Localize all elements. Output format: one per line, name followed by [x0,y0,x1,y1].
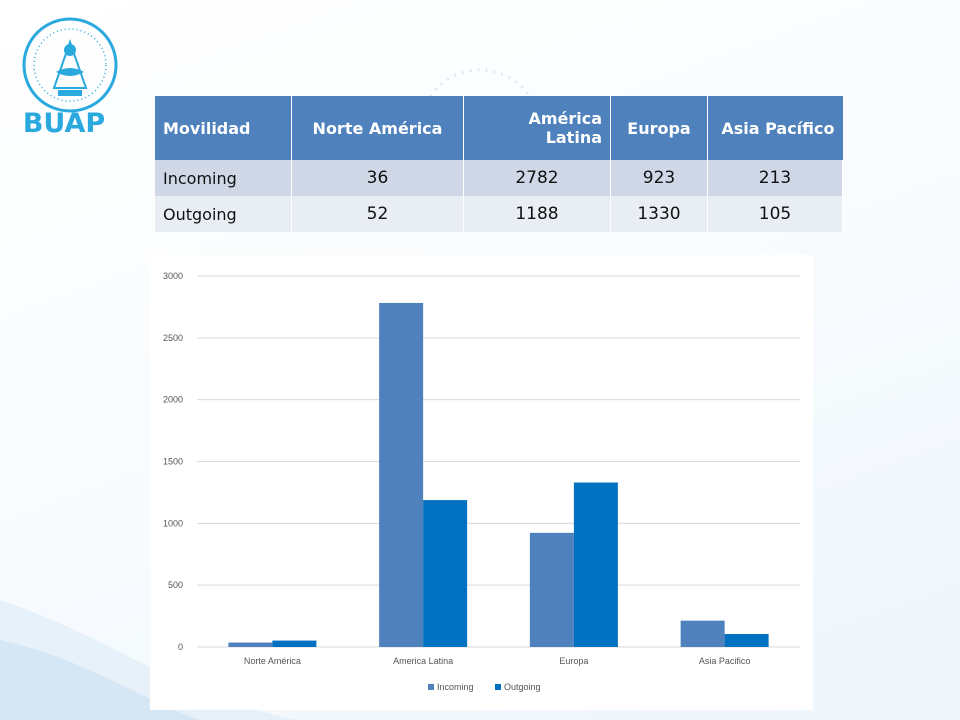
y-tick-label: 1000 [163,518,183,528]
y-tick-label: 2500 [163,333,183,343]
y-tick-label: 1500 [163,457,183,467]
bar-outgoing [724,634,769,647]
header-america-latina: América Latina [463,96,611,160]
header-movilidad: Movilidad [155,96,292,160]
table-cell: 213 [707,160,843,196]
y-tick-label: 3000 [163,271,183,281]
bar-incoming [379,302,424,647]
bar-incoming [529,532,574,647]
table-cell: 52 [291,196,464,232]
chart-svg: 0 500 1000 1500 2000 2500 3000 Norte América Ame… [163,271,800,692]
university-seal-icon [22,17,118,113]
table-cell: 105 [707,196,843,232]
brand-logo-text: BUAP [22,108,106,139]
y-tick-label: 500 [168,580,183,590]
table-cell: 2782 [463,160,611,196]
row-label: Outgoing [155,196,292,232]
y-tick-label: 2000 [163,395,183,405]
header-asia-pacifico: Asia Pacífico [707,96,843,160]
header-norte-america: Norte América [291,96,464,160]
legend-label: Outgoing [504,682,541,692]
header-europa: Europa [610,96,708,160]
x-tick-label: Norte América [244,656,301,666]
table-row: Outgoing 52 1188 1330 105 [155,196,843,232]
row-label: Incoming [155,160,292,196]
bar-outgoing [272,640,317,647]
table-cell: 36 [291,160,464,196]
legend-label: Incoming [437,682,474,692]
table-cell: 1330 [610,196,708,232]
legend-swatch [495,684,501,690]
y-tick-label: 0 [178,642,183,652]
bar-incoming [228,642,273,647]
x-tick-label: Asia Pacifico [699,656,751,666]
bar-incoming [680,620,725,647]
legend-swatch [428,684,434,690]
mobility-table: Movilidad Norte América América Latina E… [155,96,843,232]
mobility-bar-chart: 0 500 1000 1500 2000 2500 3000 Norte América Ame… [150,255,813,710]
x-tick-label: America Latina [393,656,453,666]
bar-outgoing [573,482,618,647]
bar-outgoing [423,500,468,647]
table-row: Incoming 36 2782 923 213 [155,160,843,196]
table-cell: 923 [610,160,708,196]
table-cell: 1188 [463,196,611,232]
x-tick-label: Europa [559,656,588,666]
